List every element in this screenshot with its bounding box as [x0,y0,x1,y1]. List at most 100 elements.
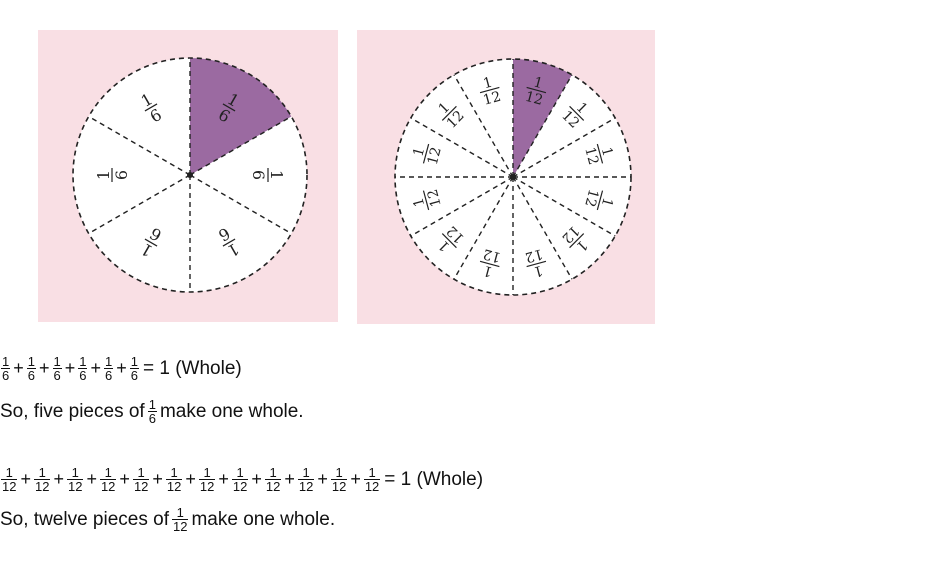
fraction-numerator: 1 [130,354,138,369]
slice-divider [410,176,514,237]
fraction-numerator: 1 [368,465,376,480]
fraction-denominator: 6 [27,368,35,383]
sixths-sentence: So, five pieces of 1 6 make one whole. [0,398,304,425]
slice-divider [189,174,292,235]
fraction-numerator: 1 [53,354,61,369]
twelfths-plus-operator: + [350,469,361,489]
twelfths-term-fraction: 1 12 [198,465,216,493]
fraction-bar [441,233,457,249]
fraction-denominator: 12 [581,145,601,166]
slice-divider [189,115,292,176]
fraction-numerator: 1 [71,465,79,480]
slice-fraction-label: 112 [479,74,503,109]
twelfths-term-fraction: 1 12 [264,465,282,493]
fraction-bar [33,479,51,480]
fraction-denominator: 6 [249,170,268,180]
slice-fraction-label: 16 [249,168,286,182]
circle-outline [72,57,308,293]
fraction-numerator: 1 [94,170,113,180]
fraction-denominator: 6 [130,368,138,383]
fraction-bar [144,103,158,112]
fraction-bar [297,479,315,480]
fraction-numerator: 1 [410,196,428,209]
fraction-denominator: 12 [364,479,380,494]
fraction-numerator: 1 [598,196,616,209]
slice-fraction-label: 112 [581,143,616,167]
fraction-denominator: 12 [172,519,188,534]
fraction-numerator: 1 [598,146,616,159]
fraction-numerator: 1 [482,262,495,280]
slice-divider [512,74,573,178]
sixths-plus-operator: + [38,358,50,378]
fraction-bar [363,479,381,480]
fraction-numerator: 1 [105,354,113,369]
fraction-numerator: 1 [482,74,495,92]
fraction-bar [147,411,157,412]
twelfths-plus-operator: + [251,469,262,489]
fraction-denominator: 12 [581,187,601,208]
fraction-denominator: 12 [100,479,116,494]
fraction-denominator: 6 [105,368,113,383]
fraction-bar [171,519,189,520]
fraction-denominator: 12 [34,479,50,494]
fraction-bar [165,479,183,480]
fraction-numerator: 1 [269,465,277,480]
fraction-numerator: 1 [335,465,343,480]
slice-fraction-label: 112 [523,245,547,280]
slice-fraction-label: 112 [410,187,445,211]
fraction-numerator: 1 [148,397,156,412]
fraction-numerator: 1 [236,465,244,480]
fraction-bar [198,479,216,480]
fraction-denominator: 6 [2,368,10,383]
sixths-sentence-prefix: So, five pieces of [0,400,145,422]
fraction-bar [330,479,348,480]
twelfths-term-fraction: 1 12 [297,466,315,493]
twelfths-sentence-fraction: 1 12 [171,506,189,534]
fraction-bar [222,103,236,112]
fraction-denominator: 12 [523,89,544,109]
sixths-plus-operator: + [64,358,76,378]
slice-divider [88,174,191,235]
twelfths-plus-operator: + [284,469,295,489]
fraction-denominator: 6 [112,170,131,180]
sixths-equation-result: = 1 (Whole) [142,357,242,379]
twelfths-plus-operator: + [317,469,328,489]
sixths-plus-operator: + [90,358,101,378]
fraction-bar [526,86,547,94]
fraction-bar [66,479,84,480]
fraction-bar [129,368,139,369]
twelfths-plus-operator: + [86,469,97,489]
twelfths-sentence-prefix: So, twelve pieces of [0,508,169,530]
fraction-denominator: 12 [481,89,502,109]
fraction-denominator: 12 [331,479,347,494]
twelfths-plus-operator: + [185,469,196,489]
fraction-bar [26,368,36,369]
twelfths-sentence: So, twelve pieces of 1 12 make one whole… [0,506,335,533]
fraction-numerator: 1 [170,465,178,480]
fraction-denominator: 6 [148,411,156,426]
fraction-numerator: 1 [38,465,46,480]
fraction-bar [596,190,604,211]
twelfths-term-fraction: 1 12 [99,466,117,494]
slice-divider [88,115,191,176]
twelfths-term-fraction: 1 12 [132,466,150,493]
slice-fraction-label: 112 [523,74,547,109]
fraction-bar [222,238,236,247]
sixths-sentence-suffix: make one whole. [159,400,304,422]
fraction-numerator: 1 [203,465,211,480]
fraction-bar [264,479,282,480]
fraction-numerator: 1 [27,354,35,369]
twelfths-sentence-suffix: make one whole. [191,508,336,530]
fraction-denominator: 12 [425,187,445,208]
sixths-plus-operator: + [13,358,24,378]
slice-divider [512,176,573,280]
twelfths-term-fraction: 1 12 [231,465,249,493]
sixths-equation: 1 6 +1 6 +1 6 +1 6 +1 6 +1 6 = 1 (Whole) [0,355,242,382]
twelfths-term-fraction: 1 12 [330,465,348,494]
center-dot [510,174,516,180]
